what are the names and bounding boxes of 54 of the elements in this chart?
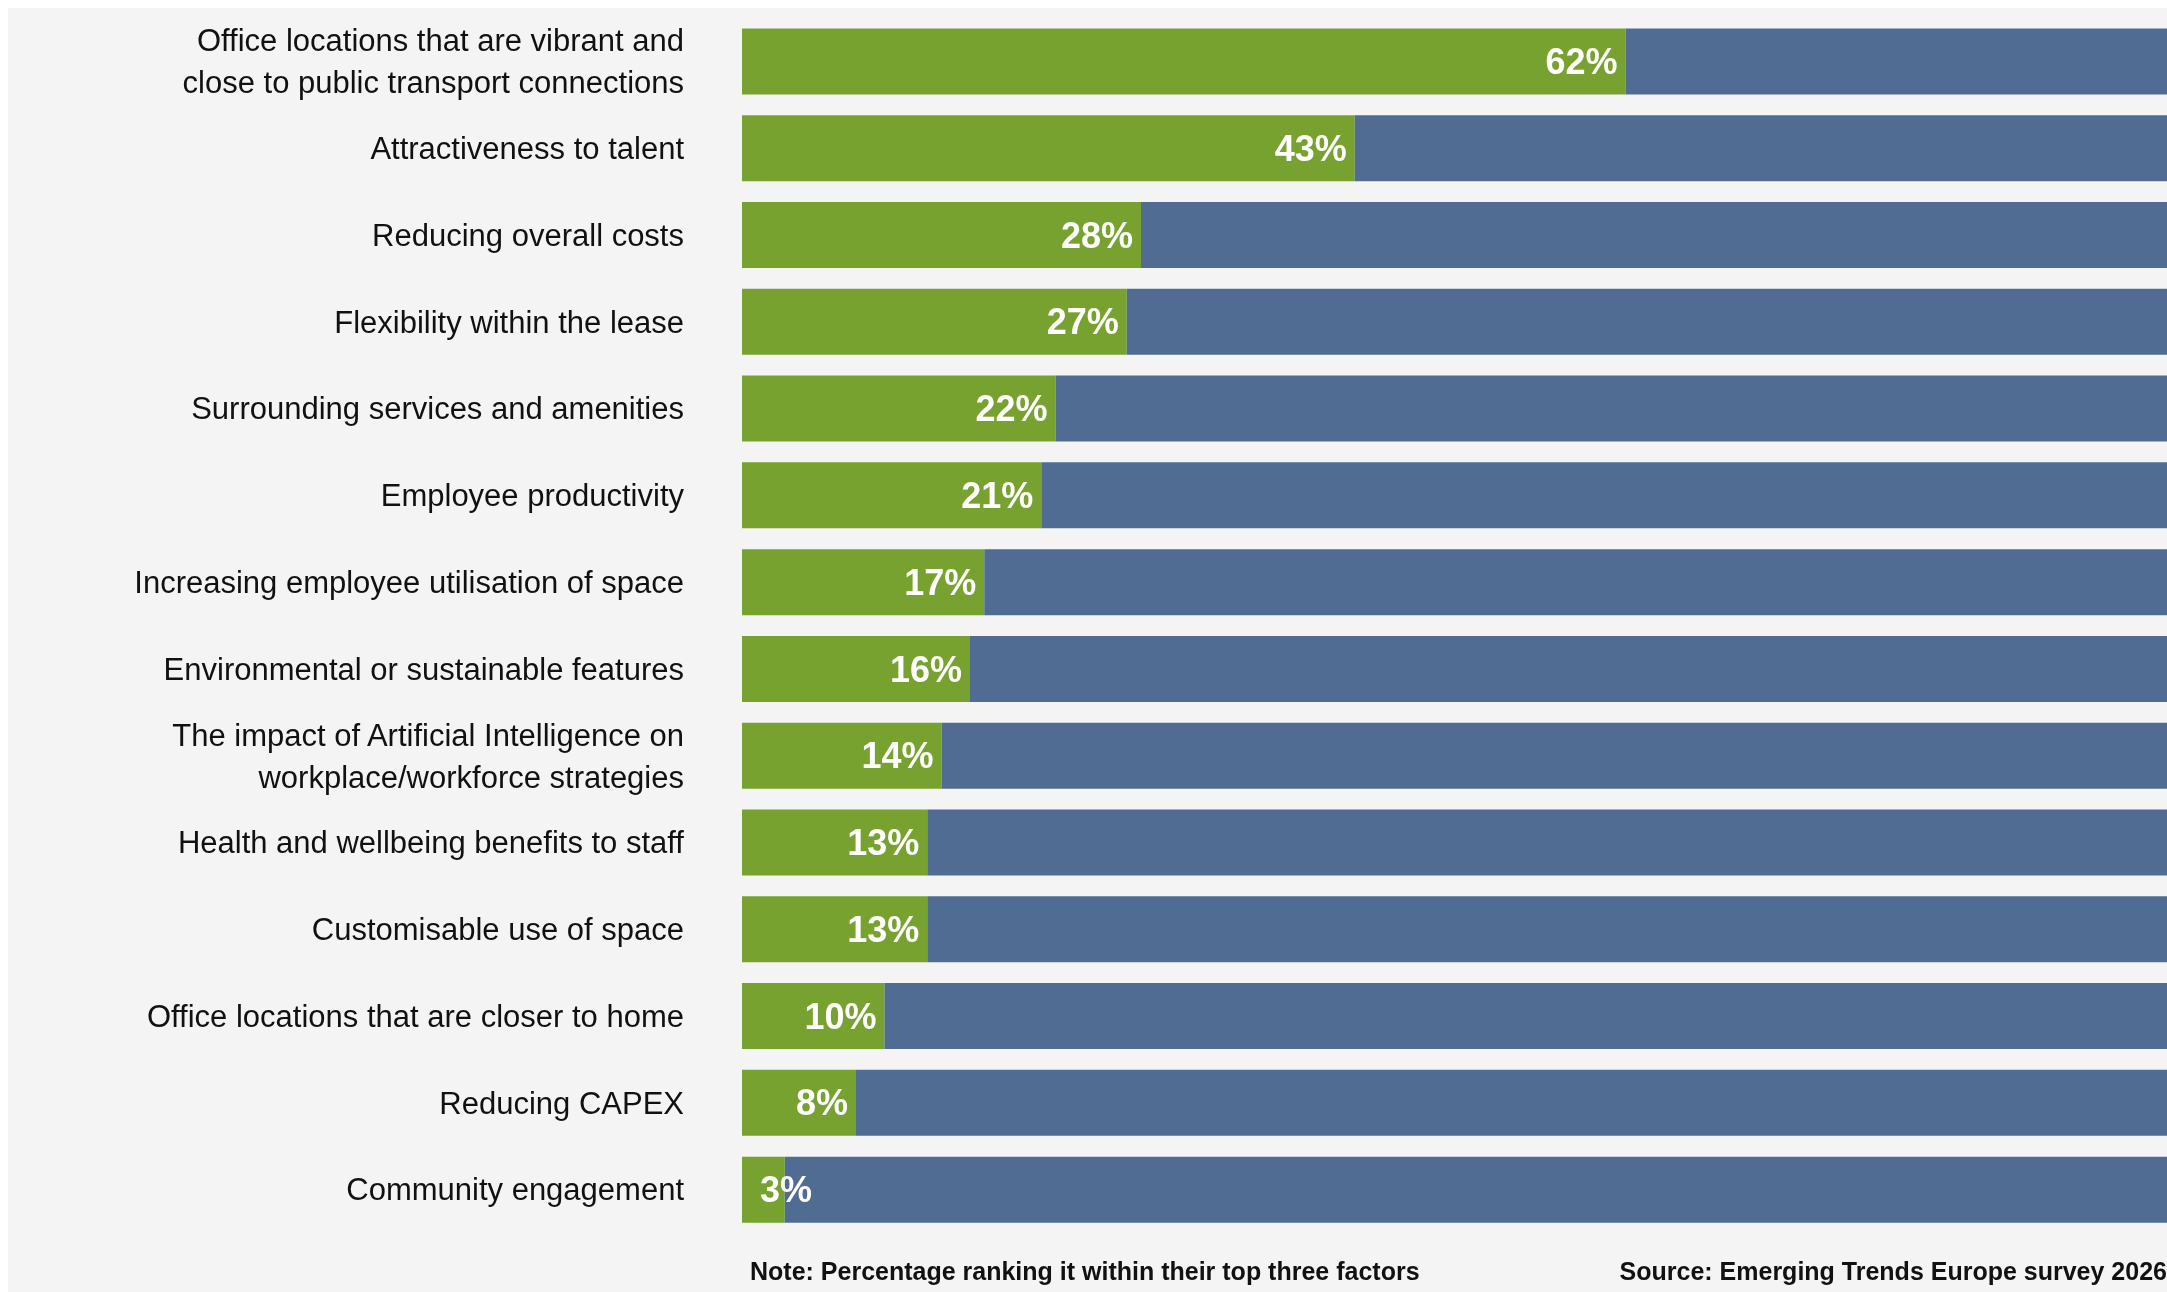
data-label: 8% [795, 1082, 848, 1124]
data-label: 10% [804, 995, 877, 1037]
data-label: 14% [861, 735, 934, 777]
y-tick-label: Health and wellbeing benefits to staff [177, 825, 685, 861]
bar [1354, 115, 2167, 182]
y-tick-label: Reducing CAPEX [439, 1085, 685, 1121]
data-label: 17% [904, 561, 977, 603]
y-tick-label: Increasing employee utilisation of space [134, 564, 684, 600]
y-tick-label: Community engagement [346, 1172, 685, 1208]
bar [742, 375, 1056, 442]
data-label: 43% [1274, 127, 1347, 169]
bar [742, 201, 1141, 268]
y-tick-label: Attractiveness to talent [370, 131, 685, 167]
annotation: Source: Emerging Trends Europe survey 2026 [1619, 1257, 2167, 1286]
y-tick-label: Customisable use of space [311, 912, 684, 948]
y-tick-label: Environmental or sustainable features [163, 651, 684, 687]
bar [742, 722, 942, 789]
bar [742, 896, 928, 963]
bar [1625, 28, 2167, 95]
bar [941, 722, 2167, 789]
data-label: 62% [1545, 41, 1618, 83]
y-tick-label: Surrounding services and amenities [191, 391, 684, 427]
bar [742, 28, 1626, 95]
bar [927, 809, 2167, 876]
bar [742, 549, 985, 616]
bar [742, 635, 970, 702]
bar [742, 288, 1127, 355]
annotation: Note: Percentage ranking it within their top three factors [750, 1257, 1420, 1286]
data-label: 27% [1046, 301, 1119, 343]
bar [1141, 201, 2167, 268]
bar [856, 1069, 2167, 1136]
y-tick-label: Office locations that are closer to home [146, 998, 684, 1034]
bar [742, 462, 1042, 529]
bar [970, 635, 2167, 702]
y-tick-label: Employee productivity [380, 478, 685, 514]
data-label: 13% [847, 822, 920, 864]
bar [742, 115, 1355, 182]
bar [742, 983, 885, 1050]
bar [742, 809, 928, 876]
data-label: 22% [975, 388, 1048, 430]
bar [1126, 288, 2167, 355]
data-label: 28% [1060, 214, 1133, 256]
data-label: 21% [961, 474, 1034, 516]
bar [984, 549, 2167, 616]
bar [1041, 462, 2167, 529]
data-label: 16% [889, 648, 962, 690]
bar [927, 896, 2167, 963]
y-tick-label: The impact of Artificial Intelligence on workplace/workforce strategies [172, 717, 684, 795]
y-tick-label: Reducing overall costs [372, 217, 684, 253]
y-tick-label: Office locations that are vibrant and close to public transport connections [182, 23, 684, 101]
bar [1055, 375, 2167, 442]
data-label: 13% [847, 908, 920, 950]
bar [884, 983, 2167, 1050]
y-tick-label: Flexibility within the lease [334, 304, 684, 340]
